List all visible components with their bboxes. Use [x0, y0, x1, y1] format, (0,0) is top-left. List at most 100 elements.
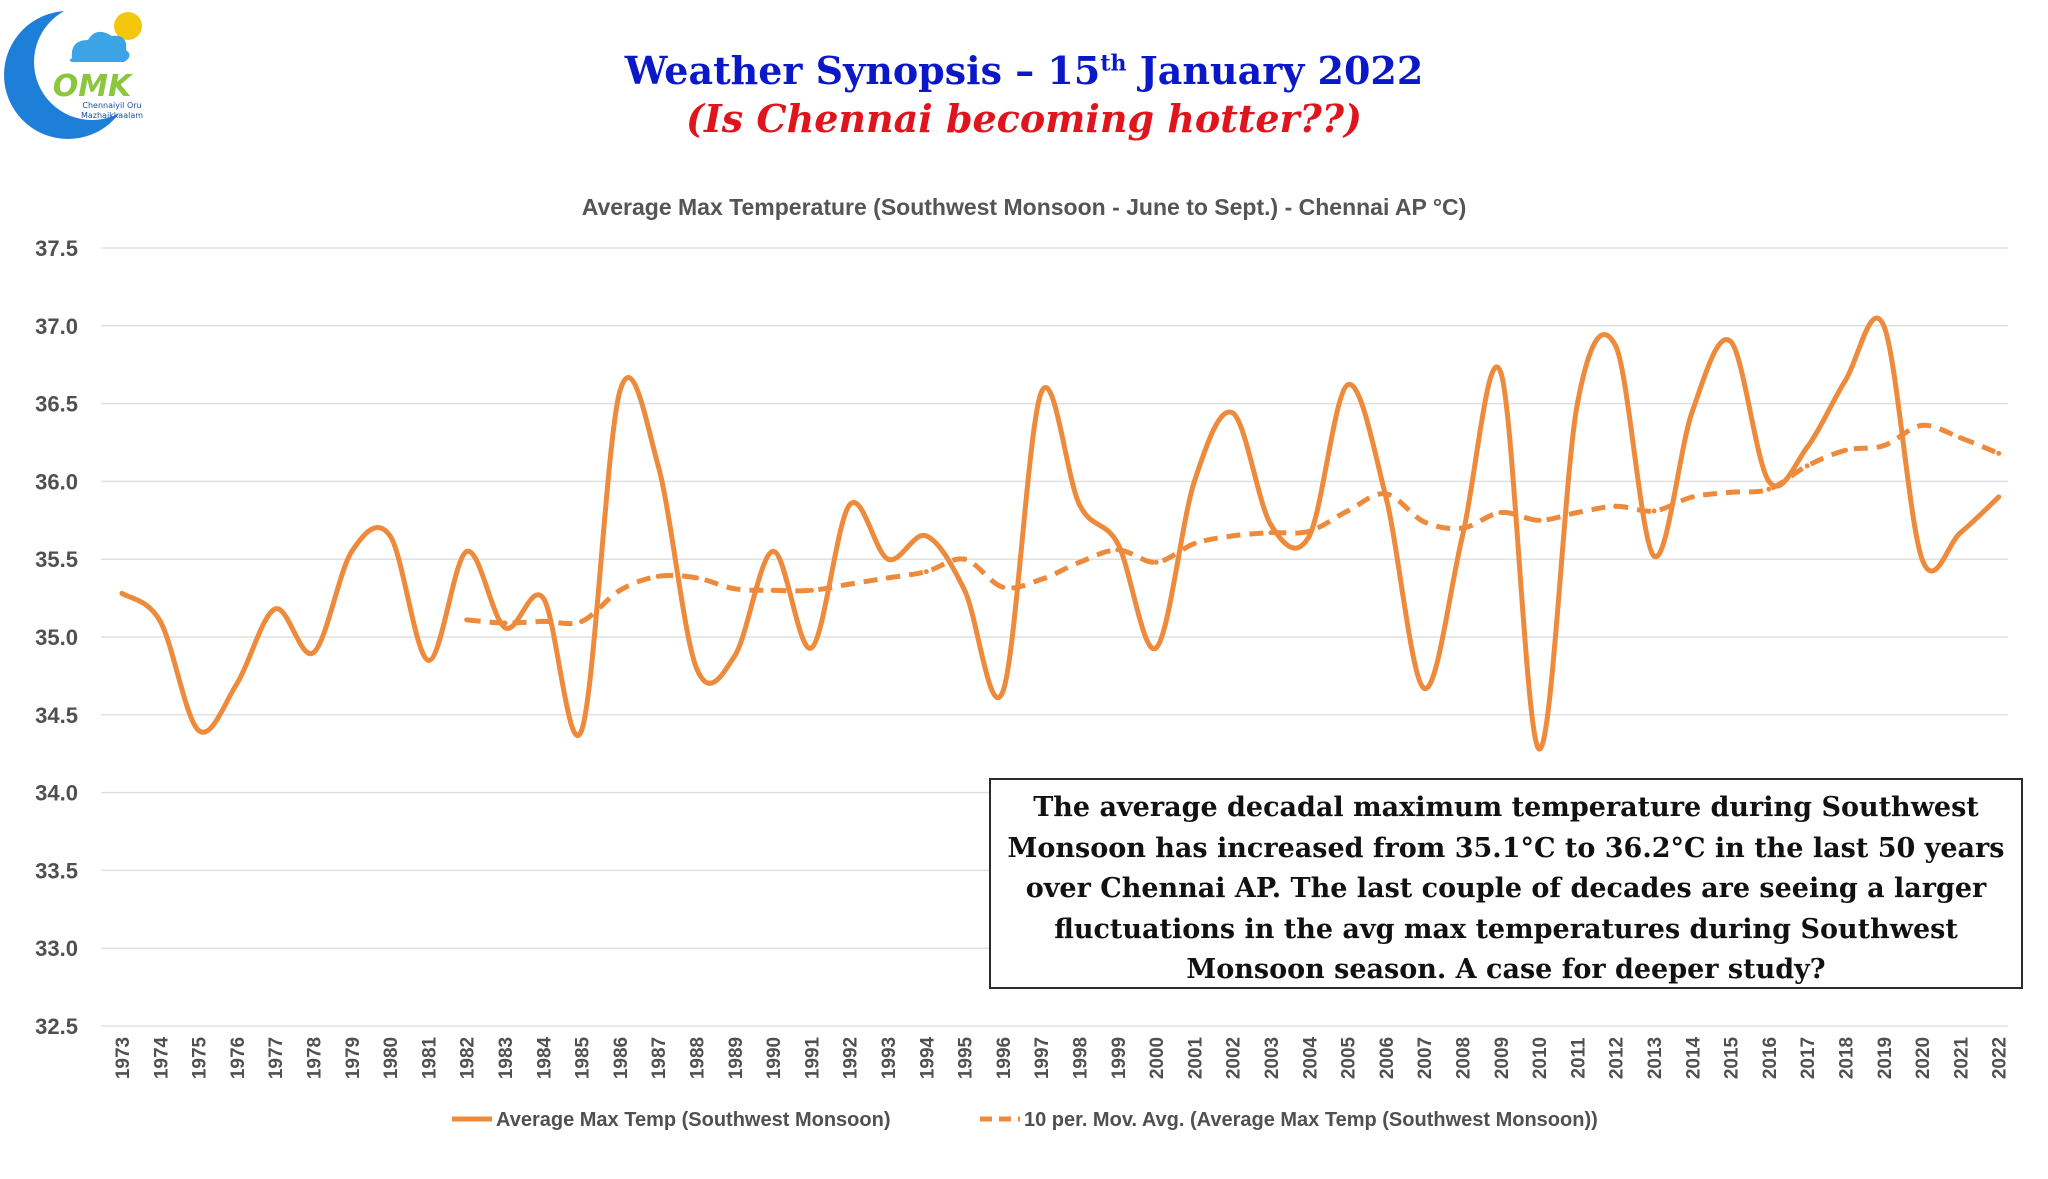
x-tick-label: 1980	[381, 1037, 402, 1079]
data-point	[1804, 444, 1810, 450]
y-tick-label: 34.0	[35, 781, 78, 806]
x-tick-label: 1976	[228, 1037, 249, 1079]
x-tick-label: 2006	[1377, 1037, 1398, 1079]
data-point	[1804, 463, 1810, 469]
x-tick-label: 2004	[1300, 1036, 1321, 1079]
data-point	[923, 533, 929, 539]
data-point	[1843, 377, 1848, 383]
data-point	[1957, 530, 1963, 536]
chart-title: Average Max Temperature (Southwest Monso…	[582, 194, 1467, 220]
page-subtitle: (Is Chennai becoming hotter??)	[685, 96, 1363, 141]
y-tick-label: 37.5	[35, 236, 78, 261]
data-point	[1268, 530, 1274, 536]
data-point	[1498, 369, 1504, 375]
data-point	[1996, 494, 2002, 500]
data-point	[157, 618, 163, 624]
x-tick-label: 2015	[1722, 1036, 1743, 1079]
svg-text:OMK: OMK	[53, 69, 134, 104]
y-tick-label: 33.0	[35, 936, 78, 961]
data-point	[1460, 533, 1465, 539]
data-point	[1268, 522, 1274, 528]
x-tick-label: 1975	[190, 1036, 211, 1079]
data-point	[1115, 541, 1121, 547]
data-point	[1383, 491, 1389, 497]
x-tick-label: 1979	[343, 1037, 364, 1079]
data-point	[1919, 422, 1925, 428]
data-point	[425, 657, 431, 663]
x-tick-label: 1985	[573, 1036, 594, 1079]
x-tick-label: 1977	[266, 1037, 287, 1079]
y-tick-label: 36.5	[35, 392, 78, 417]
data-point	[1498, 510, 1504, 516]
data-point	[1728, 489, 1734, 495]
data-point	[1230, 410, 1236, 416]
x-tick-label: 1995	[956, 1036, 977, 1079]
x-tick-label: 1999	[1109, 1037, 1130, 1079]
x-tick-label: 1994	[917, 1036, 938, 1079]
data-point	[1421, 519, 1427, 525]
data-point	[962, 556, 968, 562]
data-point	[1153, 645, 1159, 651]
data-point	[617, 587, 623, 593]
x-tick-label: 1973	[113, 1037, 134, 1079]
data-point	[617, 388, 623, 394]
data-point	[502, 625, 508, 631]
y-tick-label: 32.5	[35, 1014, 78, 1039]
data-point	[540, 595, 546, 601]
svg-text:Chennaiyil Oru: Chennaiyil Oru	[82, 101, 141, 110]
data-point	[1766, 478, 1772, 484]
data-point	[1613, 343, 1619, 349]
data-point	[770, 587, 776, 593]
data-point	[1843, 447, 1848, 453]
x-tick-label: 2018	[1837, 1037, 1858, 1079]
annotation-box: The average decadal maximum temperature …	[989, 778, 2023, 989]
data-point	[655, 573, 661, 579]
data-point	[579, 727, 585, 733]
x-tick-label: 1981	[419, 1036, 440, 1079]
x-tick-label: 2013	[1645, 1037, 1666, 1079]
x-tick-label: 2014	[1683, 1036, 1704, 1079]
x-tick-label: 2017	[1798, 1037, 1819, 1079]
y-tick-label: 35.0	[35, 625, 78, 650]
data-point	[1306, 533, 1312, 539]
data-point	[1230, 533, 1236, 539]
y-tick-label: 33.5	[35, 858, 78, 883]
data-point	[1306, 528, 1312, 534]
data-point	[502, 620, 508, 626]
data-point	[655, 463, 661, 469]
x-tick-label: 1984	[534, 1036, 555, 1079]
x-tick-label: 2010	[1530, 1037, 1551, 1079]
x-tick-label: 2021	[1951, 1036, 1972, 1079]
series-line-avg-max-temp	[119, 315, 2002, 752]
y-tick-label: 37.0	[35, 314, 78, 339]
data-point	[1919, 556, 1925, 562]
data-point	[1153, 559, 1159, 565]
data-point	[1574, 401, 1580, 407]
page-title: Weather Synopsis – 15th January 2022	[624, 48, 1424, 93]
data-point	[732, 653, 738, 659]
data-point	[1000, 688, 1006, 694]
data-point	[694, 575, 699, 581]
x-tick-label: 1996	[994, 1037, 1015, 1079]
x-tick-label: 2001	[1185, 1036, 1206, 1079]
data-point	[770, 548, 776, 554]
data-point	[196, 727, 202, 733]
x-tick-label: 1993	[879, 1037, 900, 1079]
x-tick-label: 2008	[1454, 1037, 1475, 1079]
x-tick-label: 1986	[611, 1037, 632, 1079]
data-point	[1689, 494, 1695, 500]
data-point	[540, 618, 546, 624]
x-tick-label: 2019	[1875, 1037, 1896, 1079]
x-tick-label: 1991	[802, 1036, 823, 1079]
data-point	[1766, 486, 1772, 492]
x-tick-label: 1982	[458, 1037, 479, 1079]
data-point	[1881, 443, 1887, 449]
data-point	[1460, 525, 1465, 531]
data-point	[1345, 382, 1351, 388]
x-tick-label: 2003	[1262, 1037, 1283, 1079]
y-tick-label: 34.5	[35, 703, 78, 728]
data-point	[1613, 503, 1619, 509]
y-tick-label: 36.0	[35, 469, 78, 494]
x-tick-label: 1998	[1071, 1037, 1092, 1079]
